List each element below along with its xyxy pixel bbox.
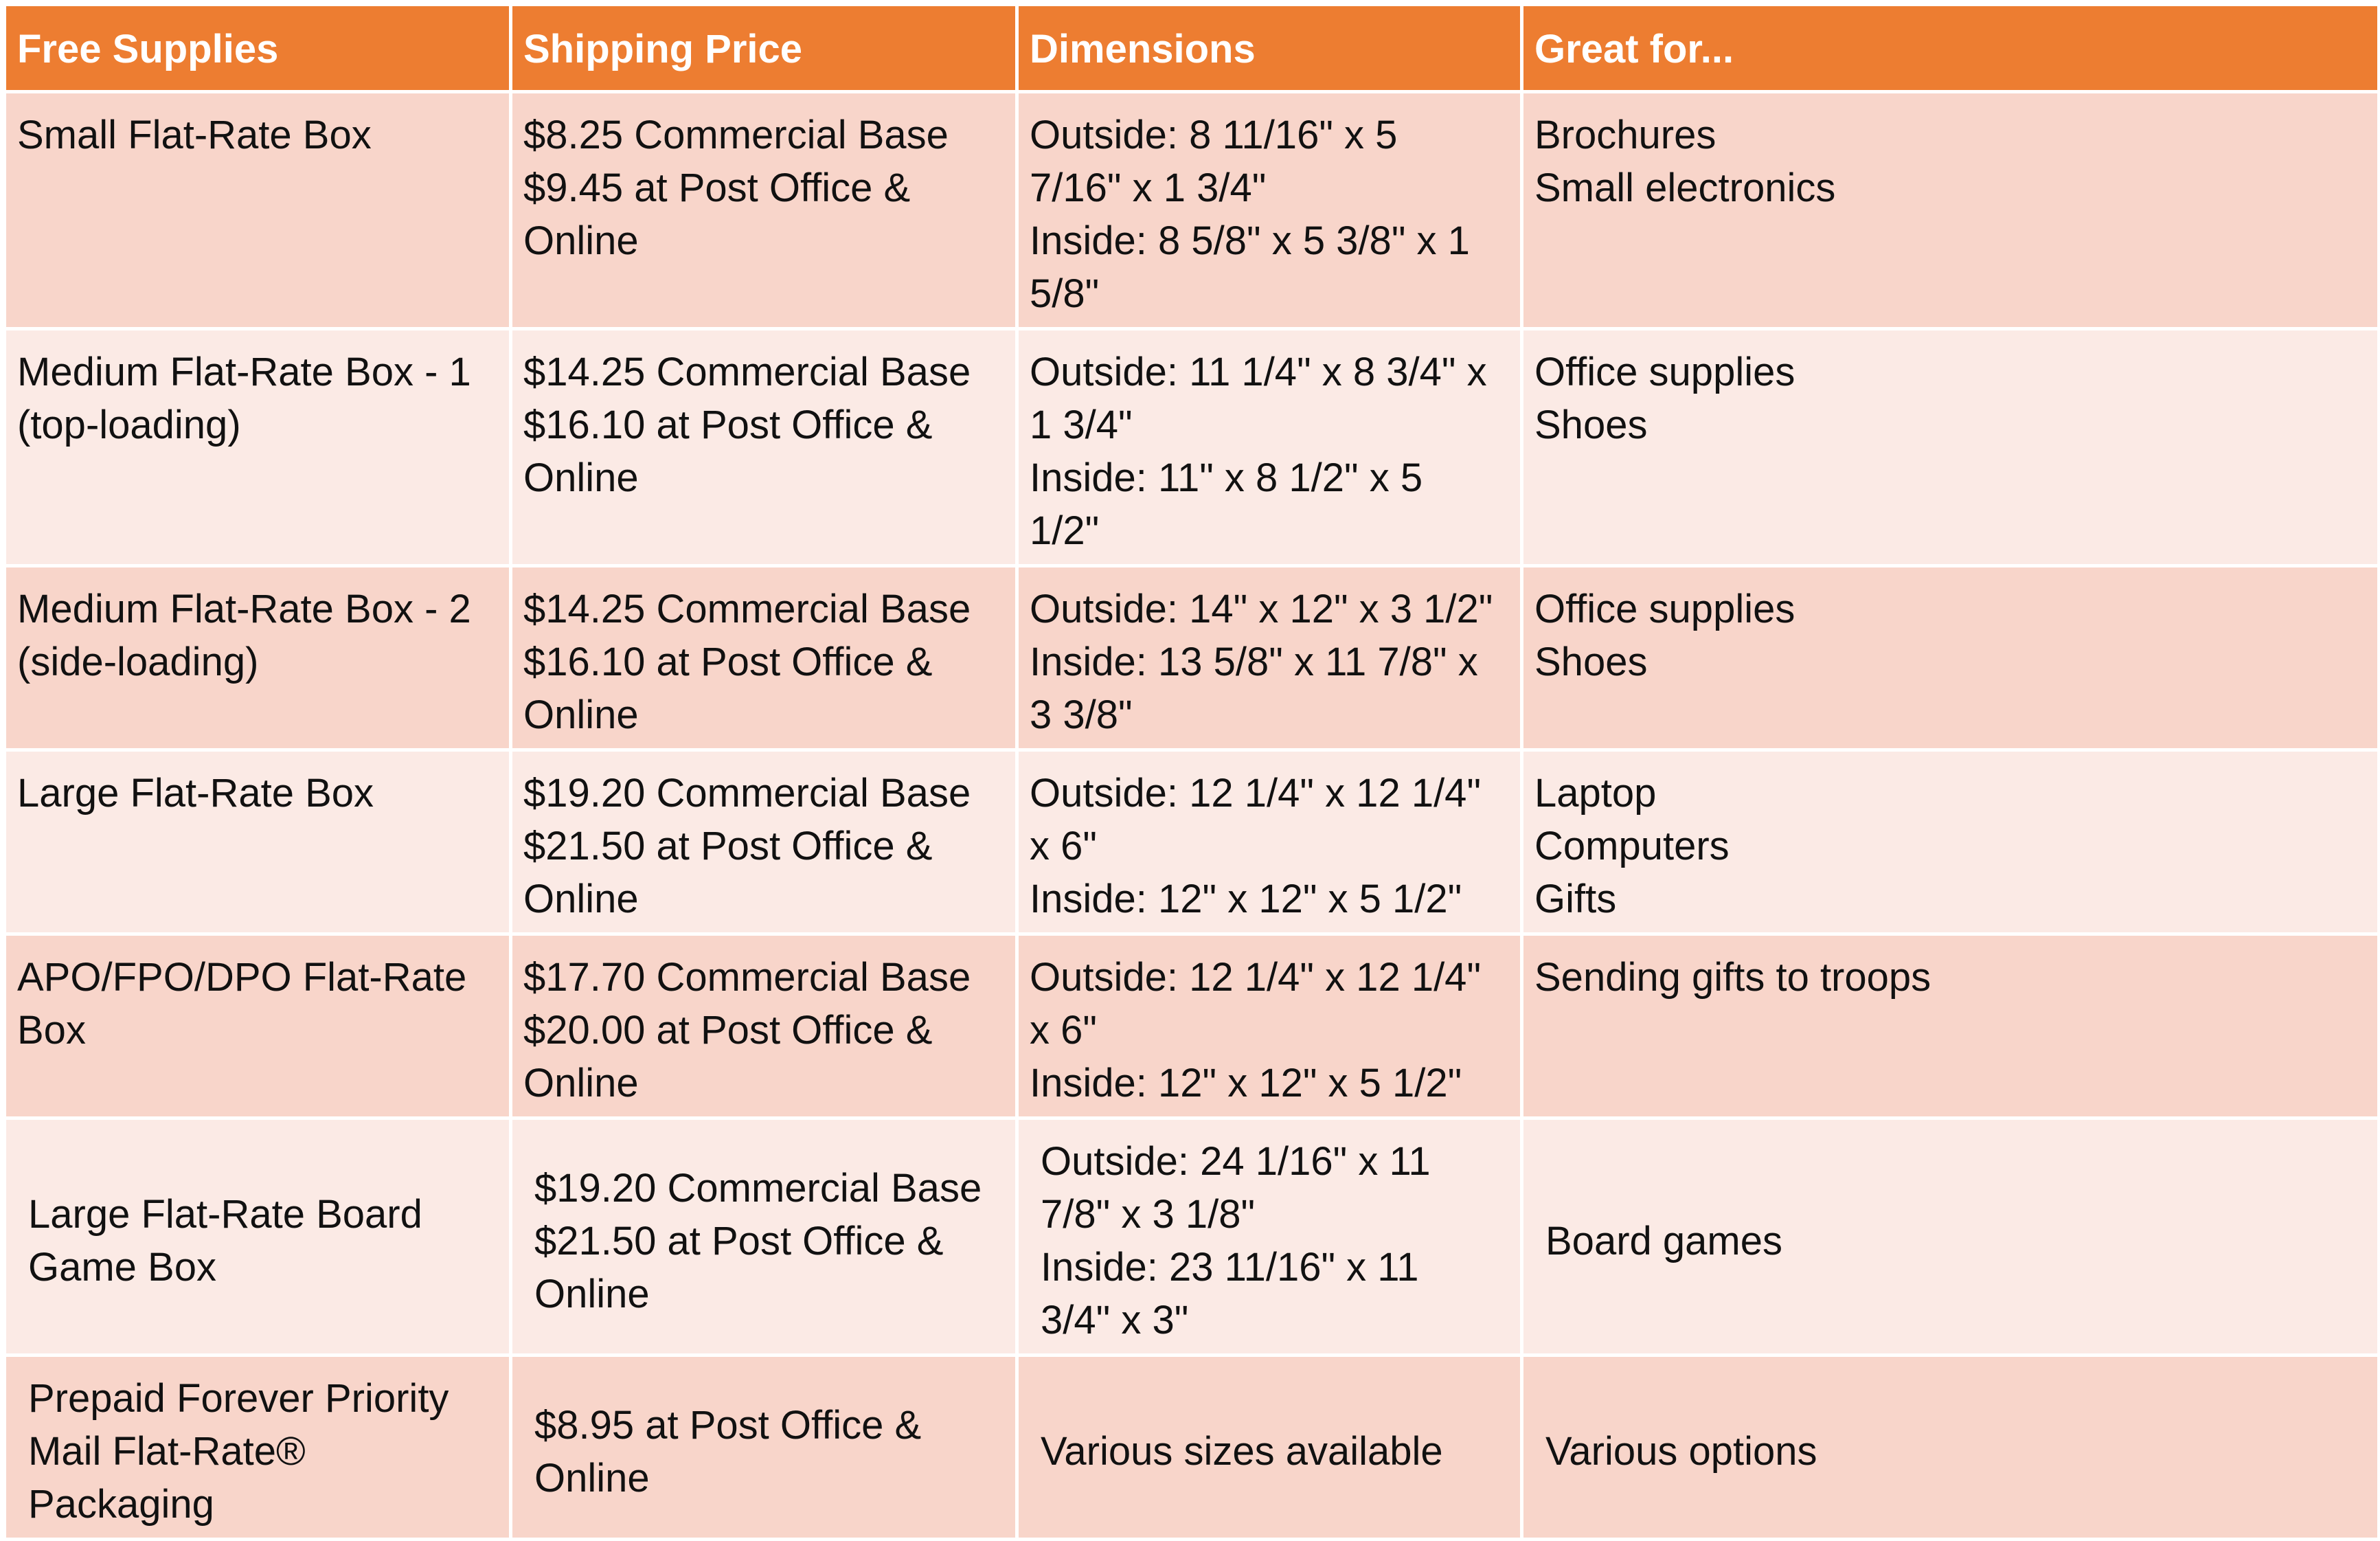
table-body: Small Flat-Rate Box $8.25 Commercial Bas… (3, 90, 2380, 1541)
header-row: Free Supplies Shipping Price Dimensions … (3, 3, 2380, 93)
supply-name-cell: Medium Flat-Rate Box - 2 (side-loading) (3, 564, 512, 752)
great-for-cell: Laptop Computers Gifts (1520, 748, 2380, 936)
table-row: Prepaid Forever Priority Mail Flat-Rate®… (3, 1353, 2380, 1541)
shipping-price-cell: $8.25 Commercial Base $9.45 at Post Offi… (509, 90, 1019, 330)
shipping-price-cell: $14.25 Commercial Base $16.10 at Post Of… (509, 564, 1019, 752)
header-great-for: Great for... (1520, 3, 2380, 93)
dimensions-cell: Outside: 24 1/16" x 11 7/8" x 3 1/8" Ins… (1015, 1116, 1523, 1357)
supply-name-cell: Medium Flat-Rate Box - 1 (top-loading) (3, 327, 512, 567)
dimensions-cell: Outside: 12 1/4" x 12 1/4" x 6" Inside: … (1015, 932, 1523, 1120)
dimensions-cell: Outside: 14" x 12" x 3 1/2" Inside: 13 5… (1015, 564, 1523, 752)
dimensions-cell: Various sizes available (1015, 1353, 1523, 1541)
table-row: Small Flat-Rate Box $8.25 Commercial Bas… (3, 90, 2380, 330)
great-for-cell: Various options (1520, 1353, 2380, 1541)
shipping-price-cell: $19.20 Commercial Base $21.50 at Post Of… (509, 1116, 1019, 1357)
header-shipping-price: Shipping Price (509, 3, 1019, 93)
table-row: Large Flat-Rate Board Game Box $19.20 Co… (3, 1116, 2380, 1357)
supply-name-cell: APO/FPO/DPO Flat-Rate Box (3, 932, 512, 1120)
flat-rate-supplies-table: Free Supplies Shipping Price Dimensions … (3, 3, 2380, 1541)
great-for-cell: Office supplies Shoes (1520, 327, 2380, 567)
table-row: Medium Flat-Rate Box - 1 (top-loading) $… (3, 327, 2380, 567)
table-header: Free Supplies Shipping Price Dimensions … (3, 3, 2380, 93)
supply-name-cell: Large Flat-Rate Box (3, 748, 512, 936)
great-for-cell: Office supplies Shoes (1520, 564, 2380, 752)
supply-name-cell: Prepaid Forever Priority Mail Flat-Rate®… (3, 1353, 512, 1541)
header-dimensions: Dimensions (1015, 3, 1523, 93)
dimensions-cell: Outside: 8 11/16" x 5 7/16" x 1 3/4" Ins… (1015, 90, 1523, 330)
supply-name-cell: Large Flat-Rate Board Game Box (3, 1116, 512, 1357)
shipping-price-cell: $14.25 Commercial Base $16.10 at Post Of… (509, 327, 1019, 567)
table-row: Large Flat-Rate Box $19.20 Commercial Ba… (3, 748, 2380, 936)
dimensions-cell: Outside: 11 1/4" x 8 3/4" x 1 3/4" Insid… (1015, 327, 1523, 567)
great-for-cell: Brochures Small electronics (1520, 90, 2380, 330)
great-for-cell: Board games (1520, 1116, 2380, 1357)
shipping-price-cell: $19.20 Commercial Base $21.50 at Post Of… (509, 748, 1019, 936)
shipping-price-cell: $17.70 Commercial Base $20.00 at Post Of… (509, 932, 1019, 1120)
table-row: APO/FPO/DPO Flat-Rate Box $17.70 Commerc… (3, 932, 2380, 1120)
shipping-price-cell: $8.95 at Post Office & Online (509, 1353, 1019, 1541)
supply-name-cell: Small Flat-Rate Box (3, 90, 512, 330)
header-free-supplies: Free Supplies (3, 3, 512, 93)
great-for-cell: Sending gifts to troops (1520, 932, 2380, 1120)
dimensions-cell: Outside: 12 1/4" x 12 1/4" x 6" Inside: … (1015, 748, 1523, 936)
table-row: Medium Flat-Rate Box - 2 (side-loading) … (3, 564, 2380, 752)
